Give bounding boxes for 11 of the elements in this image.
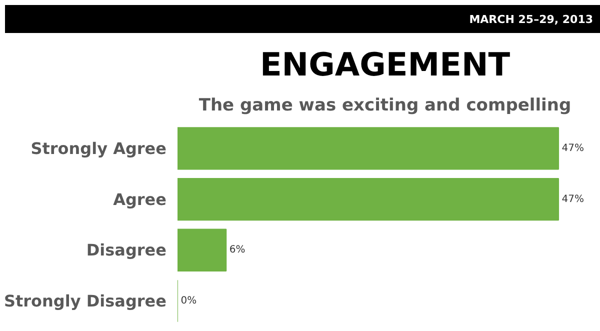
y-tick-label: Disagree [86,240,167,260]
data-label: 47% [562,194,584,205]
text: MARCH 25–29, 2013 [469,13,593,26]
chart-subtitle: The game was exciting and compelling [198,96,572,116]
data-label: 6% [229,244,246,256]
y-tick-label: Agree [113,190,167,209]
y-tick-label: Strongly Disagree [4,291,167,310]
chart-title: ENGAGEMENT [260,46,510,84]
data-label: 0% [180,295,197,306]
data-label: 47% [562,142,584,154]
y-tick-label: Strongly Agree [30,138,167,158]
